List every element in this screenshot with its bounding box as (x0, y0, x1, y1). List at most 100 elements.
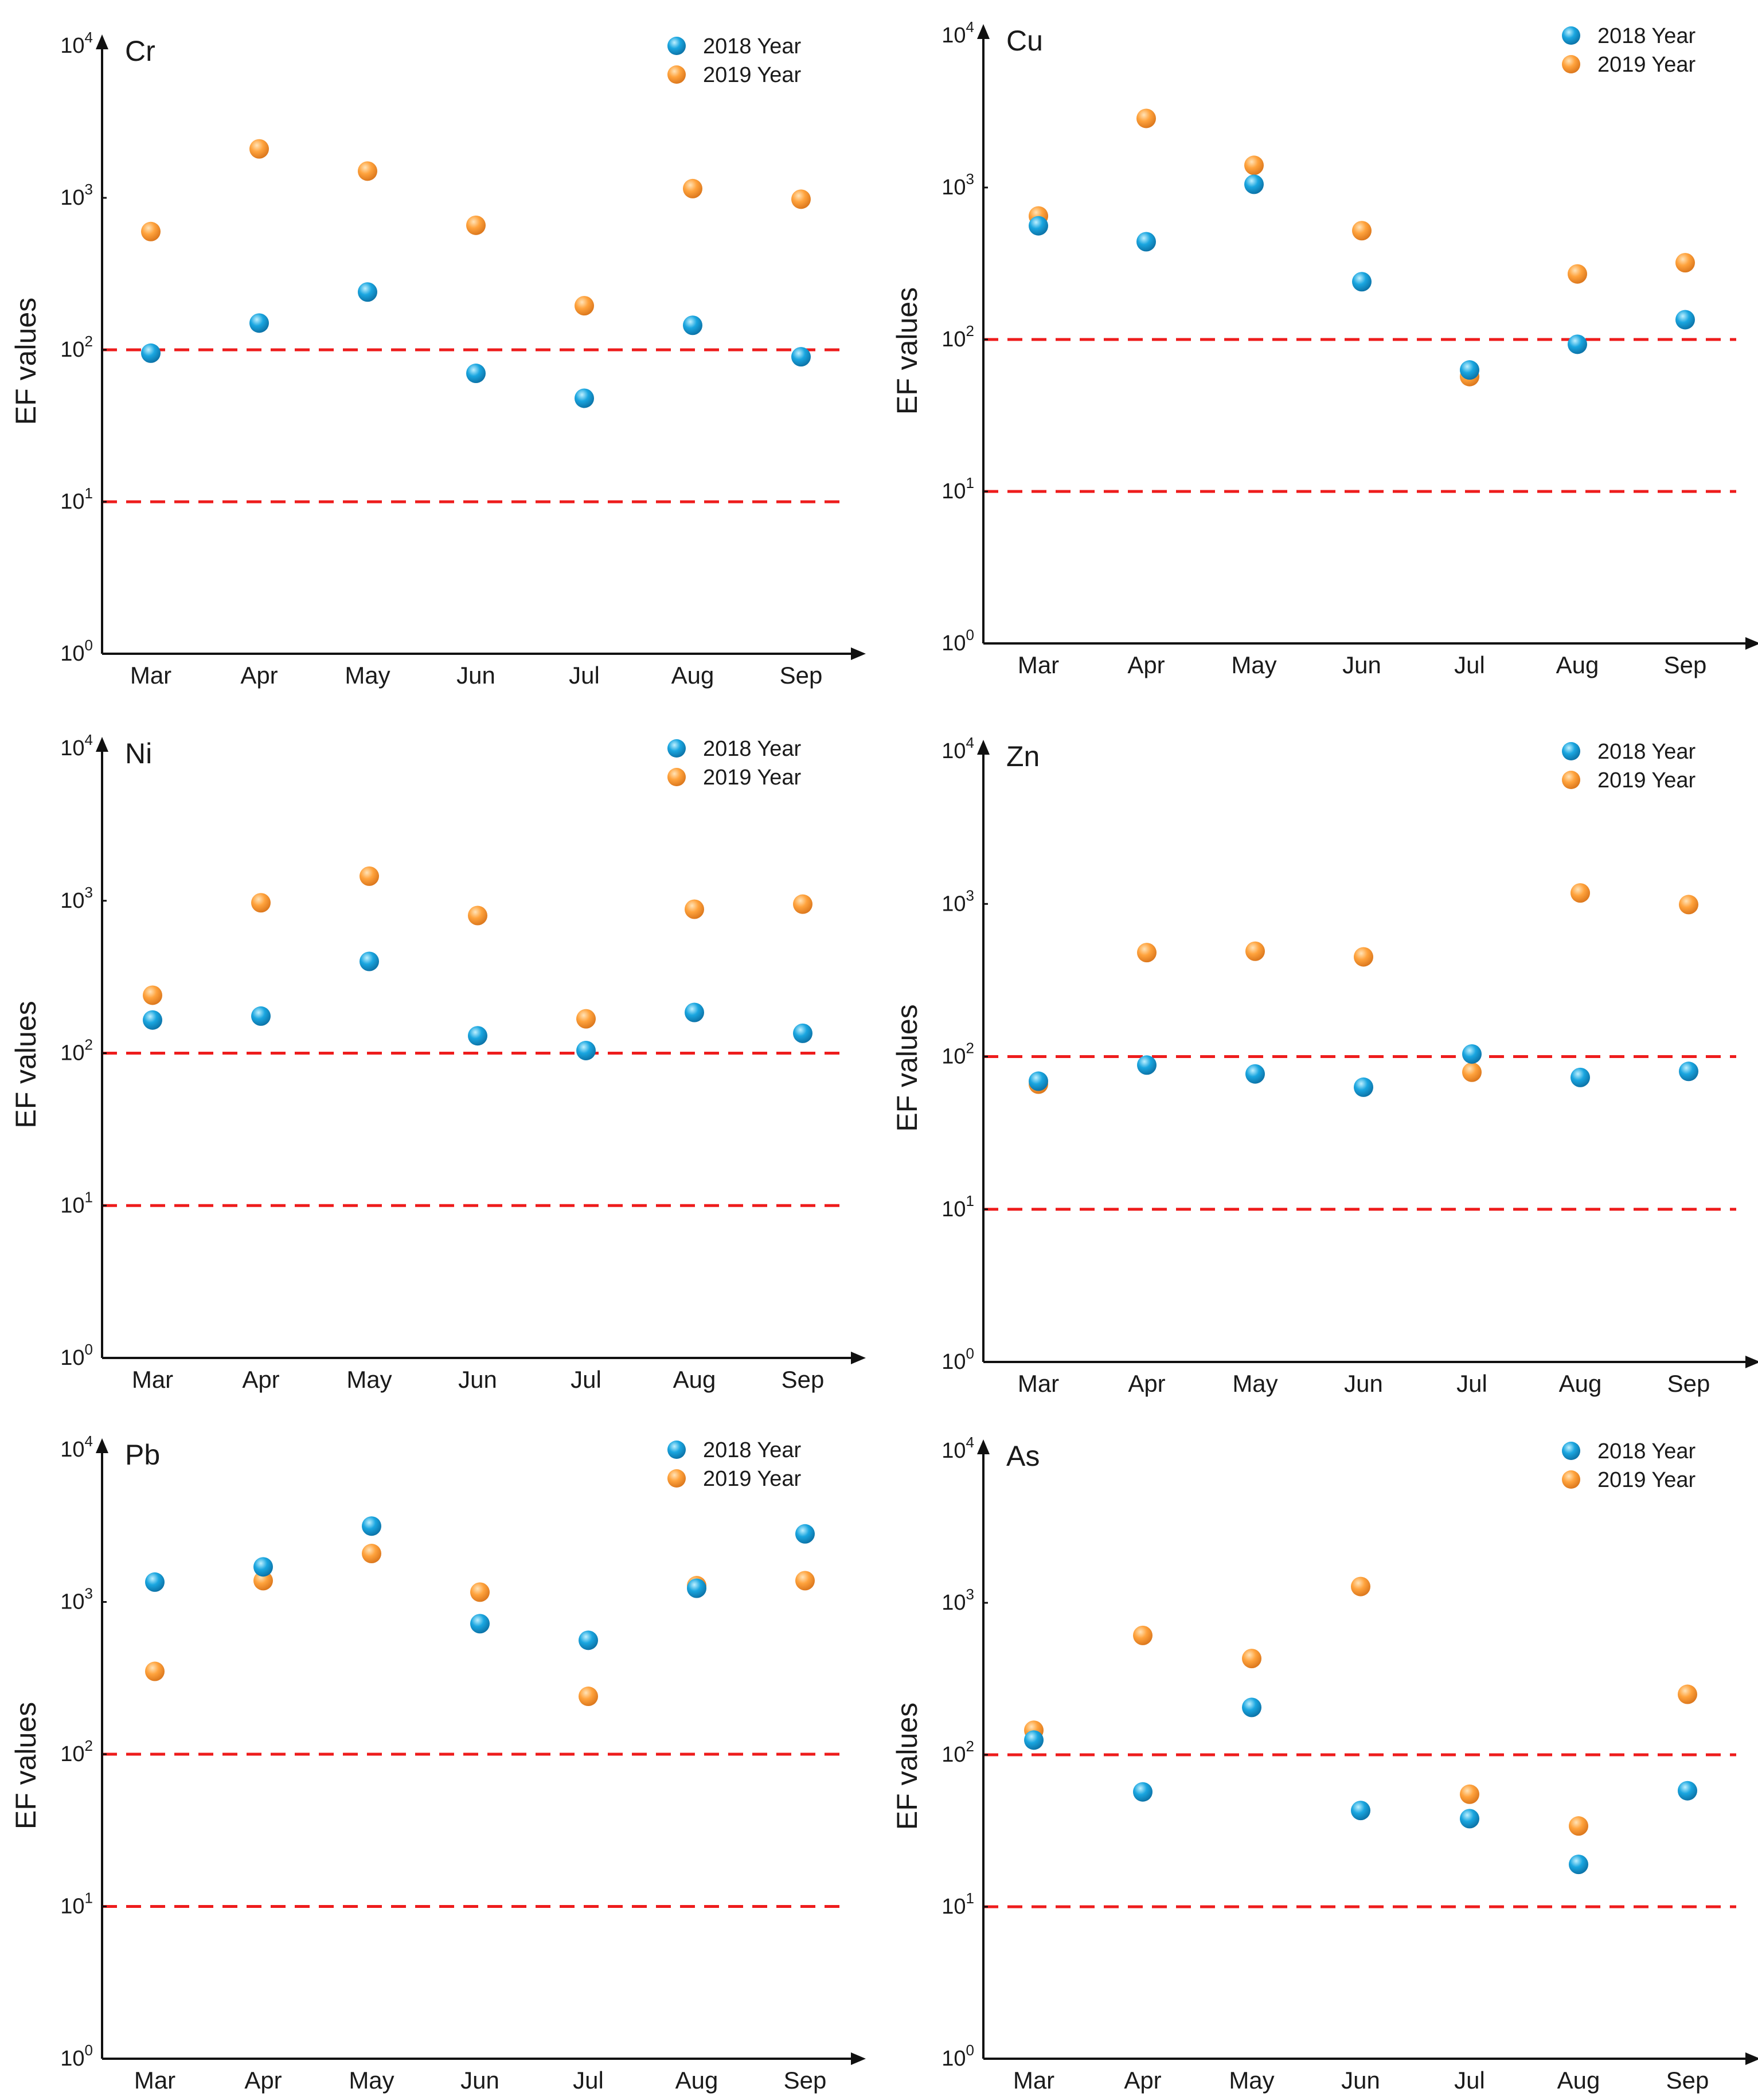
point-2019-jul (1460, 1784, 1479, 1804)
y-axis-arrow-icon (96, 34, 108, 49)
point-2018-jun (470, 1614, 490, 1634)
point-2019-apr (1136, 108, 1156, 128)
point-2019-apr (251, 893, 271, 913)
y-tick-label: 104 (60, 29, 93, 58)
point-2018-may (1244, 174, 1264, 194)
y-tick-exponent: 3 (966, 887, 974, 904)
x-tick-label-mar: Mar (1013, 2067, 1054, 2094)
y-axis-title: EF values (10, 298, 42, 425)
point-2019-jun (1352, 221, 1372, 241)
point-2018-mar (141, 343, 161, 363)
y-tick-base: 10 (60, 186, 84, 210)
x-tick-label-mar: Mar (1018, 1370, 1059, 1397)
point-2019-jul (579, 1687, 598, 1707)
point-2019-aug (1568, 264, 1587, 284)
y-tick-base: 10 (941, 327, 966, 352)
y-tick-base: 10 (60, 889, 84, 913)
x-tick-label-mar: Mar (130, 662, 171, 689)
y-tick-base: 10 (941, 1350, 966, 1374)
y-tick-base: 10 (941, 1045, 966, 1069)
x-tick-label-jun: Jun (458, 1366, 497, 1393)
point-2018-mar (145, 1572, 165, 1592)
point-2019-jun (468, 905, 487, 926)
y-tick-exponent: 0 (85, 637, 93, 654)
point-2018-mar (1029, 216, 1048, 236)
point-2019-sep (1678, 1684, 1697, 1704)
x-tick-label-jun: Jun (1344, 1370, 1383, 1397)
y-tick-exponent: 1 (966, 1192, 974, 1209)
y-tick-exponent: 4 (966, 734, 974, 751)
point-2018-jul (579, 1630, 598, 1650)
y-tick-base: 10 (60, 338, 84, 362)
y-tick-exponent: 3 (85, 181, 93, 198)
y-tick-label: 103 (941, 1586, 974, 1615)
y-tick-exponent: 0 (966, 1345, 974, 1362)
y-axis-arrow-icon (977, 24, 990, 39)
y-tick-label: 101 (60, 485, 93, 514)
point-2019-may (362, 1544, 381, 1564)
y-tick-label: 103 (60, 1585, 93, 1614)
y-tick-base: 10 (941, 1439, 966, 1463)
y-tick-base: 10 (60, 2047, 84, 2071)
point-2018-may (1242, 1697, 1261, 1718)
x-tick-label-sep: Sep (782, 1366, 825, 1393)
point-2018-jun (466, 364, 486, 384)
point-2018-aug (687, 1578, 706, 1598)
y-tick-label: 101 (941, 474, 974, 503)
point-2018-apr (251, 1006, 271, 1026)
point-2019-sep (1675, 253, 1695, 273)
legend-label: 2018 Year (703, 1438, 802, 1462)
y-tick-base: 10 (60, 490, 84, 514)
point-2018-aug (1568, 334, 1587, 354)
point-2019-sep (793, 894, 812, 914)
y-tick-base: 10 (941, 739, 966, 763)
y-tick-exponent: 1 (966, 1890, 974, 1907)
point-2019-mar (145, 1661, 165, 1681)
y-tick-base: 10 (60, 1193, 84, 1217)
point-2019-jun (1354, 947, 1373, 967)
point-2018-jul (1462, 1044, 1482, 1064)
x-axis-arrow-icon (851, 647, 866, 660)
point-2018-may (360, 951, 379, 971)
point-2018-apr (253, 1557, 273, 1577)
x-tick-label-sep: Sep (784, 2067, 827, 2094)
x-axis-arrow-icon (1745, 637, 1758, 650)
y-tick-exponent: 4 (966, 1434, 974, 1451)
point-2018-sep (1675, 310, 1695, 330)
point-2018-sep (795, 1524, 815, 1544)
y-tick-base: 10 (60, 1041, 84, 1065)
point-2019-aug (685, 899, 704, 919)
y-tick-exponent: 1 (85, 485, 93, 502)
y-tick-base: 10 (941, 479, 966, 503)
point-2018-apr (1137, 1055, 1157, 1075)
panel-title: Ni (125, 737, 152, 770)
point-2018-jul (1460, 1809, 1479, 1829)
point-2019-apr (253, 1571, 273, 1591)
y-tick-exponent: 2 (966, 322, 974, 339)
x-tick-label-jun: Jun (1341, 2067, 1380, 2094)
y-tick-base: 10 (941, 1197, 966, 1221)
y-tick-base: 10 (60, 34, 84, 58)
point-2019-sep (795, 1571, 815, 1591)
y-tick-label: 102 (941, 322, 974, 352)
y-tick-label: 104 (60, 1432, 93, 1462)
y-axis-title: EF values (10, 1702, 42, 1829)
legend-marker-2019 (1562, 55, 1580, 73)
x-tick-label-jul: Jul (1454, 2067, 1485, 2094)
x-tick-label-sep: Sep (780, 662, 823, 689)
point-2018-mar (1029, 1071, 1048, 1091)
y-tick-label: 103 (60, 884, 93, 913)
y-tick-base: 10 (941, 892, 966, 916)
point-2018-apr (249, 313, 269, 333)
x-axis-arrow-icon (1745, 2052, 1758, 2065)
y-tick-exponent: 3 (966, 1586, 974, 1603)
y-tick-base: 10 (941, 175, 966, 200)
legend-label: 2019 Year (703, 63, 802, 87)
legend-marker-2018 (1562, 742, 1580, 760)
point-2019-may (1242, 1649, 1261, 1669)
y-tick-exponent: 0 (85, 2042, 93, 2059)
y-tick-base: 10 (941, 2047, 966, 2071)
point-2019-may (358, 161, 377, 181)
